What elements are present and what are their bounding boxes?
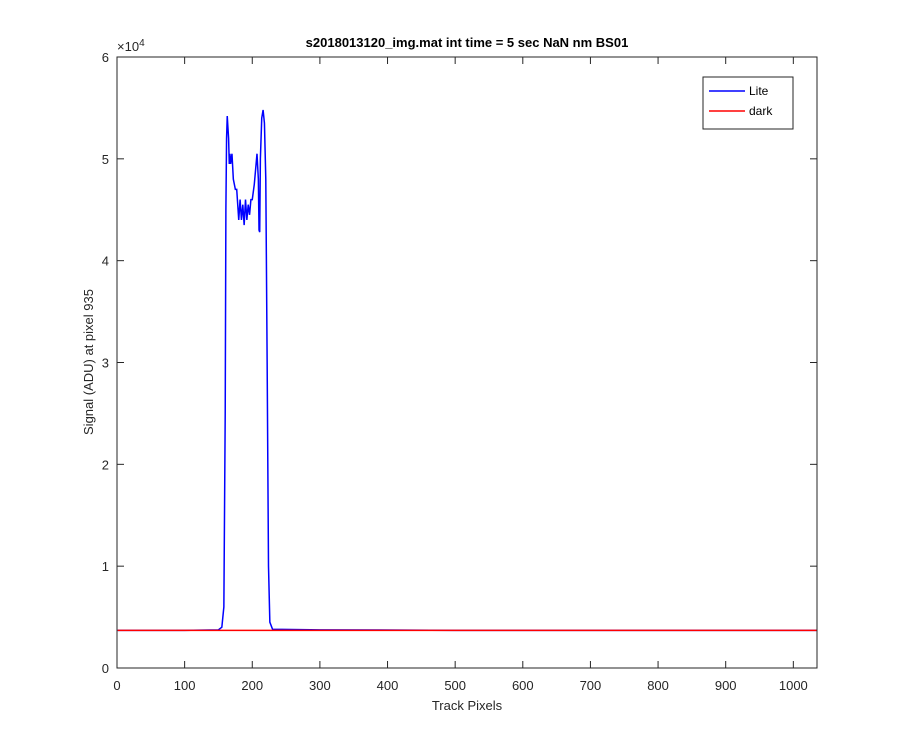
axes-box xyxy=(116,56,818,669)
legend-label: dark xyxy=(749,104,773,118)
x-tick-label: 1000 xyxy=(779,678,808,693)
y-tick-label: 0 xyxy=(102,661,109,676)
legend-box xyxy=(702,76,794,130)
y-tick-label: 3 xyxy=(102,356,109,371)
x-tick-label: 600 xyxy=(512,678,534,693)
x-axis-label: Track Pixels xyxy=(432,698,503,713)
series-line xyxy=(117,109,817,632)
y-axis-label: Signal (ADU) at pixel 935 xyxy=(81,289,96,435)
y-exponent: ×104 xyxy=(117,38,145,54)
y-tick-label: 2 xyxy=(102,457,109,472)
x-tick-label: 300 xyxy=(309,678,331,693)
x-tick-label: 700 xyxy=(580,678,602,693)
plot-area xyxy=(117,57,817,668)
x-tick-label: 0 xyxy=(113,678,120,693)
x-tick-label: 500 xyxy=(444,678,466,693)
x-tick-label: 400 xyxy=(377,678,399,693)
chart-title: s2018013120_img.mat int time = 5 sec NaN… xyxy=(306,35,629,50)
y-tick-label: 1 xyxy=(102,559,109,574)
exponent-base: ×10 xyxy=(117,39,139,54)
x-tick-label: 100 xyxy=(174,678,196,693)
legend-label: Lite xyxy=(749,84,769,98)
x-tick-label: 200 xyxy=(241,678,263,693)
y-tick-label: 5 xyxy=(102,152,109,167)
x-tick-label: 900 xyxy=(715,678,737,693)
x-tick-label: 800 xyxy=(647,678,669,693)
exponent-power: 4 xyxy=(139,38,145,49)
y-tick-label: 6 xyxy=(102,50,109,65)
y-tick-label: 4 xyxy=(102,254,109,269)
